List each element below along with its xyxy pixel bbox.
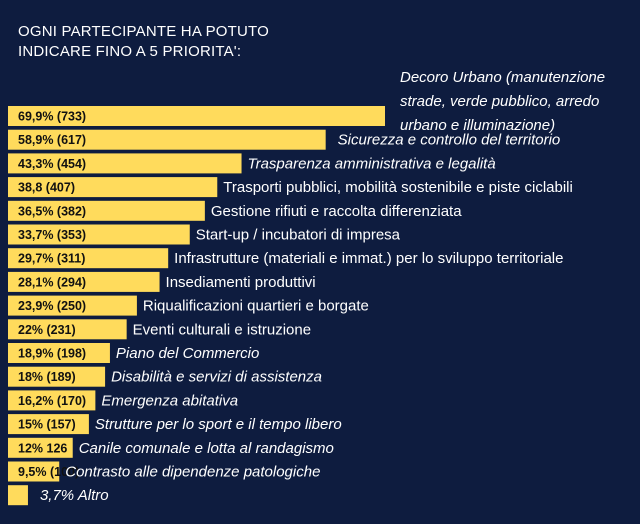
bar-value-label: 43,3% (454) — [18, 157, 86, 171]
bar-row: 29,7% (311) Infrastrutture (materiali e i… — [8, 248, 563, 269]
bar-value-label: 69,9% (733) — [18, 110, 86, 124]
bar-value-label: 36,5% (382) — [18, 204, 86, 218]
bar-row: 9,5% (100)Contrasto alle dipendenze pato… — [8, 461, 320, 482]
category-label: 3,7% Altro — [40, 487, 109, 504]
chart-title: OGNI PARTECIPANTE HA POTUTO INDICARE FIN… — [18, 22, 348, 62]
category-label: Contrasto alle dipendenze patologiche — [65, 464, 320, 481]
bar-value-label: 15% (157) — [18, 418, 76, 432]
bar — [8, 224, 190, 245]
category-label: Trasporti pubblici, mobilità sostenibile… — [223, 179, 573, 196]
bar-value-label: 33,7% (353) — [18, 228, 86, 242]
bar-value-label: 12% 126 — [18, 441, 67, 455]
bar-row: 18% (189) Disabilità e servizi di assiste… — [8, 366, 322, 387]
category-label: Sicurezza e controllo del territorio — [338, 132, 561, 149]
bar-row: 69,9% (733) Decoro Urbano (manutenzione st… — [8, 69, 605, 134]
bar — [8, 461, 60, 482]
bar — [8, 177, 218, 198]
category-label: Decoro Urbano (manutenzione — [400, 69, 605, 86]
bar — [8, 271, 160, 292]
bar-row: 22% (231) Eventi culturali e istruzione — [8, 319, 311, 340]
bar — [8, 248, 169, 269]
bar-value-label: 18,9% (198) — [18, 347, 86, 361]
bar — [8, 200, 205, 221]
chart-title-line-1: OGNI PARTECIPANTE HA POTUTO — [18, 23, 269, 40]
category-label: Start-up / incubatori di impresa — [196, 227, 401, 244]
bar — [8, 106, 385, 126]
bar-value-label: 23,9% (250) — [18, 299, 86, 313]
category-label: Insediamenti produttivi — [166, 274, 316, 291]
bar-value-label: 18% (189) — [18, 370, 76, 384]
bar — [8, 366, 106, 387]
bar-row: 16,2% (170) Emergenza abitativa — [8, 390, 238, 411]
bar-row: 43,3% (454) Trasparenza amministrativa e … — [8, 153, 496, 174]
bar-row: 23,9% (250) Riqualificazioni quartieri e … — [8, 295, 369, 316]
bar-row: 36,5% (382) Gestione rifiuti e raccolta d… — [8, 200, 462, 221]
category-label: Infrastrutture (materiali e immat.) per … — [174, 250, 563, 267]
bar — [8, 437, 73, 458]
category-label: Strutture per lo sport e il tempo libero — [95, 416, 342, 433]
category-label: Piano del Commercio — [116, 345, 259, 362]
bar-value-label: 58,9% (617) — [18, 133, 86, 147]
bar — [8, 153, 242, 174]
bar-row: 18,9% (198) Piano del Commercio — [8, 343, 259, 363]
chart-title-line-2: INDICARE FINO A 5 PRIORITA': — [18, 43, 242, 60]
bar — [8, 129, 326, 150]
category-label: urbano e illuminazione) — [400, 117, 555, 134]
bar-row: 3,7% Altro — [8, 485, 109, 506]
bar — [8, 414, 89, 435]
bar-value-label: 22% (231) — [18, 323, 76, 337]
bar — [8, 319, 127, 340]
bar-row: 12% 126 Canile comunale e lotta al randag… — [8, 437, 334, 458]
category-label: Gestione rifiuti e raccolta differenziat… — [211, 203, 462, 220]
bar-row: 15% (157) Strutture per lo sport e il tem… — [8, 414, 342, 435]
bar-value-label: 28,1% (294) — [18, 275, 86, 289]
bar-row: 58,9% (617) Sicurezza e controllo del ter… — [8, 129, 561, 150]
category-label: Riqualificazioni quartieri e borgate — [143, 298, 369, 315]
category-label: Eventi culturali e istruzione — [133, 321, 311, 338]
bar-value-label: 9,5% (100) — [18, 465, 79, 479]
bar — [8, 343, 110, 363]
bar-row: 28,1% (294) Insediamenti produttivi — [8, 271, 316, 292]
bar — [8, 295, 137, 316]
bar — [8, 485, 28, 506]
bar-row: 33,7% (353) Start-up / incubatori di impr… — [8, 224, 401, 245]
bar-value-label: 16,2% (170) — [18, 394, 86, 408]
category-label: strade, verde pubblico, arredo — [400, 93, 599, 110]
bar — [8, 390, 96, 411]
category-label: Disabilità e servizi di assistenza — [111, 369, 322, 386]
category-label: Canile comunale e lotta al randagismo — [79, 440, 334, 457]
category-label: Emergenza abitativa — [101, 392, 238, 409]
bar-value-label: 38,8 (407) — [18, 181, 75, 195]
bar-row: 38,8 (407) Trasporti pubblici, mobilità s… — [8, 177, 573, 198]
bar-value-label: 29,7% (311) — [18, 252, 85, 266]
category-label: Trasparenza amministrativa e legalità — [248, 155, 496, 172]
